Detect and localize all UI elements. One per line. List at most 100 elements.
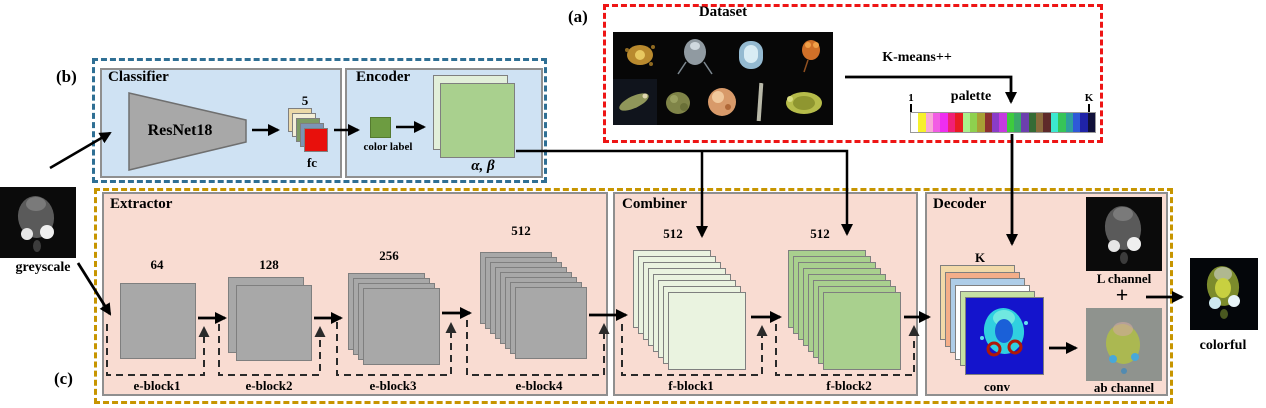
f-block2-label: f-block2 (826, 378, 872, 393)
dataset-image (657, 79, 700, 125)
palette-swatch (977, 113, 985, 132)
feature-map (236, 285, 312, 361)
e-block1-label: e-block1 (133, 378, 181, 393)
palette-swatch (1043, 113, 1051, 132)
palette-swatch (1036, 113, 1044, 132)
palette-swatch (984, 113, 992, 132)
palette-swatch (947, 113, 956, 132)
fc-count-label: 5 (301, 93, 309, 108)
dataset-image-grid (613, 32, 833, 125)
palette-swatch (1014, 113, 1022, 132)
ab-channel-label: ab channel (1093, 380, 1155, 395)
feature-map (363, 288, 440, 365)
f-block2-channels: 512 (810, 226, 830, 241)
dataset-image (723, 32, 778, 79)
extractor-title: Extractor (110, 196, 173, 212)
palette-swatch (918, 113, 926, 132)
e-block3-stack (348, 273, 442, 367)
resnet-label: ResNet18 (147, 122, 213, 139)
dataset-region-box (603, 4, 1103, 143)
palette-swatch (933, 113, 941, 132)
f-block2-stack (788, 250, 903, 372)
section-label-c: (c) (54, 369, 73, 388)
palette-swatch (1065, 113, 1073, 132)
dataset-image (745, 79, 775, 125)
feature-map (515, 287, 587, 359)
palette-swatch (1050, 113, 1059, 132)
color-label-text: color label (363, 141, 413, 153)
palette-swatch (955, 113, 963, 132)
conv-label: conv (984, 379, 1010, 394)
greyscale-label: greyscale (15, 260, 71, 275)
e-block3-channels: 256 (379, 248, 399, 263)
e-block1-stack (120, 283, 198, 361)
f-block1-channels: 512 (663, 226, 683, 241)
e-block4-label: e-block4 (515, 378, 563, 393)
e-block3-label: e-block3 (369, 378, 417, 393)
plus-sign: + (1115, 282, 1129, 307)
kmeans-label: K-means++ (882, 50, 952, 65)
e-block2-label: e-block2 (245, 378, 293, 393)
palette-swatch (940, 113, 948, 132)
palette-tick-start (910, 104, 912, 112)
resnet-trapezoid (128, 92, 247, 171)
fc-output-stack (288, 108, 330, 154)
alpha-beta-label: α, β (471, 158, 495, 174)
palette-swatch (1028, 113, 1037, 132)
f-block1-stack (633, 250, 748, 372)
encoder-output-stack (433, 75, 516, 159)
palette-swatch (1021, 113, 1029, 132)
decoder-title: Decoder (933, 196, 987, 212)
decoder-k-label: K (974, 250, 986, 265)
f-block1-label: f-block1 (668, 378, 714, 393)
dataset-image (775, 79, 833, 125)
classifier-title: Classifier (108, 69, 169, 85)
dataset-title: Dataset (698, 4, 748, 20)
palette-swatch (925, 113, 934, 132)
feature-map (823, 292, 901, 370)
colorful-label: colorful (1199, 338, 1247, 353)
greyscale-input-image (0, 187, 76, 258)
ab-channel-image (1086, 308, 1162, 381)
section-label-b: (b) (56, 67, 77, 86)
dataset-image (700, 79, 745, 125)
dataset-image (668, 32, 723, 79)
combiner-title: Combiner (622, 196, 687, 212)
feature-map (120, 283, 196, 359)
encoder-title: Encoder (356, 69, 411, 85)
e-block2-stack (228, 277, 314, 363)
palette-end-label: K (1084, 92, 1094, 104)
section-label-a: (a) (568, 7, 588, 26)
palette-swatch (1072, 113, 1081, 132)
palette-label: palette (950, 89, 992, 104)
feature-map (304, 128, 328, 152)
fc-label: fc (306, 155, 318, 170)
e-block1-channels: 64 (150, 257, 164, 272)
colorful-output-image (1190, 258, 1258, 330)
color-label-square (370, 117, 391, 138)
palette-bar (910, 112, 1096, 133)
palette-swatch (1087, 113, 1095, 132)
palette-swatch (991, 113, 1000, 132)
palette-swatch (1080, 113, 1088, 132)
e-block4-stack (480, 252, 589, 361)
feature-map (668, 292, 746, 370)
feature-map (440, 83, 515, 158)
dataset-image (613, 32, 668, 79)
palette-swatch (999, 113, 1007, 132)
palette-swatch (962, 113, 970, 132)
l-channel-image (1086, 197, 1162, 271)
dataset-image (613, 79, 657, 125)
palette-swatch (1058, 113, 1066, 132)
palette-swatch (969, 113, 978, 132)
palette-tick-end (1088, 104, 1090, 112)
classifier-encoder-region-box (92, 58, 547, 183)
l-channel-label: L channel (1096, 271, 1152, 286)
conv-heatmap-image (965, 297, 1044, 375)
e-block4-channels: 512 (511, 223, 531, 238)
palette-start-label: 1 (908, 92, 914, 104)
palette-swatch (1006, 113, 1015, 132)
palette-swatch (911, 113, 919, 132)
dataset-image (778, 32, 833, 79)
